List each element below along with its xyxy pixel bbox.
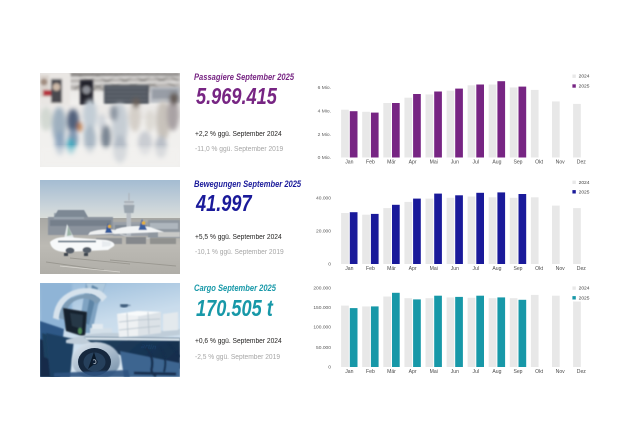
svg-text:Mär: Mär: [387, 266, 396, 272]
svg-text:Apr: Apr: [409, 266, 417, 272]
svg-text:6 Mio.: 6 Mio.: [318, 85, 331, 91]
svg-text:Feb: Feb: [366, 369, 375, 375]
svg-text:Sep: Sep: [513, 160, 522, 166]
svg-text:50.000: 50.000: [316, 345, 331, 351]
svg-text:Dez: Dez: [577, 266, 587, 272]
svg-text:2025: 2025: [579, 84, 590, 90]
svg-text:2024: 2024: [579, 286, 590, 292]
svg-text:Jul: Jul: [473, 266, 480, 272]
svg-text:Sep: Sep: [513, 369, 522, 375]
svg-text:Mai: Mai: [430, 369, 438, 375]
svg-text:Jun: Jun: [451, 266, 459, 272]
svg-text:Jul: Jul: [473, 369, 480, 375]
svg-text:Mär: Mär: [387, 160, 396, 166]
svg-text:2 Mio.: 2 Mio.: [318, 132, 331, 138]
svg-text:Aug: Aug: [492, 160, 501, 166]
svg-text:Dez: Dez: [577, 369, 587, 375]
svg-text:Sep: Sep: [513, 266, 522, 272]
svg-text:Mär: Mär: [387, 369, 396, 375]
svg-text:2024: 2024: [579, 74, 590, 80]
svg-text:Nov: Nov: [556, 266, 566, 272]
svg-text:Nov: Nov: [556, 369, 566, 375]
svg-text:4 Mio.: 4 Mio.: [318, 109, 331, 115]
svg-text:2024: 2024: [579, 180, 590, 186]
svg-text:0: 0: [328, 262, 331, 268]
svg-text:Nov: Nov: [556, 160, 566, 166]
svg-text:0: 0: [328, 365, 331, 371]
svg-text:Dez: Dez: [577, 160, 587, 166]
svg-text:Jan: Jan: [345, 160, 353, 166]
svg-text:Jun: Jun: [451, 160, 459, 166]
svg-text:0 Mio.: 0 Mio.: [318, 155, 331, 161]
svg-text:Apr: Apr: [409, 369, 417, 375]
svg-text:Okt: Okt: [535, 160, 544, 166]
svg-text:100.000: 100.000: [313, 325, 331, 331]
svg-text:40.000: 40.000: [316, 196, 331, 202]
svg-text:artin: artin: [141, 343, 157, 352]
svg-text:Mai: Mai: [430, 266, 438, 272]
svg-text:Feb: Feb: [366, 160, 375, 166]
svg-text:2025: 2025: [579, 189, 590, 195]
svg-text:150.000: 150.000: [313, 305, 331, 311]
svg-text:Aug: Aug: [492, 369, 501, 375]
svg-text:Aug: Aug: [492, 266, 501, 272]
svg-text:Jul: Jul: [473, 160, 480, 166]
svg-text:Apr: Apr: [409, 160, 417, 166]
svg-text:Okt: Okt: [535, 369, 544, 375]
svg-text:Feb: Feb: [366, 266, 375, 272]
svg-text:200.000: 200.000: [313, 286, 331, 292]
svg-text:Jan: Jan: [345, 369, 353, 375]
svg-text:Okt: Okt: [535, 266, 544, 272]
svg-text:Jan: Jan: [345, 266, 353, 272]
svg-text:2025: 2025: [579, 295, 590, 301]
svg-text:Mai: Mai: [430, 160, 438, 166]
svg-text:Jun: Jun: [451, 369, 459, 375]
svg-text:20.000: 20.000: [316, 229, 331, 235]
